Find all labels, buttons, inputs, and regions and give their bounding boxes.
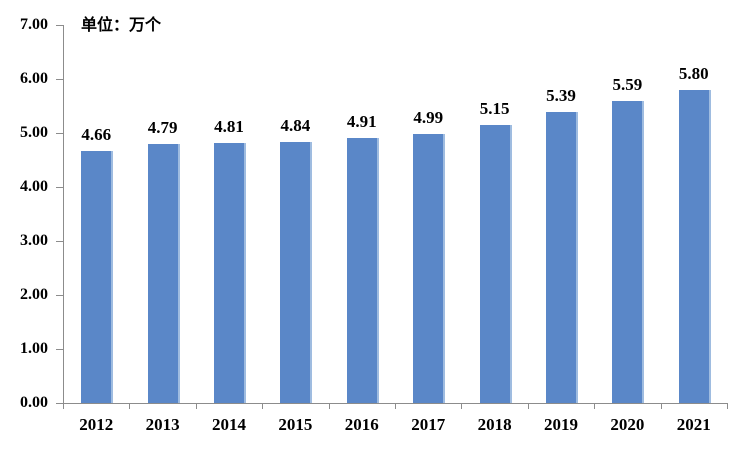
y-tick-mark	[56, 25, 63, 26]
x-tick-label: 2015	[278, 415, 313, 434]
x-tick-label: 2021	[676, 415, 711, 434]
bar-2016	[346, 137, 379, 403]
bar-2017	[413, 133, 446, 403]
x-tick-label: 2017	[411, 415, 446, 434]
x-axis	[63, 403, 728, 404]
bar-2014	[214, 143, 246, 403]
bar-value-label: 5.39	[546, 85, 576, 105]
bar-2015	[280, 141, 313, 403]
bar-value-label: 5.15	[479, 98, 510, 118]
y-axis	[63, 25, 64, 404]
y-tick-label: 6.00	[20, 70, 48, 87]
x-tick-mark	[660, 404, 662, 409]
x-tick-mark	[395, 404, 396, 409]
bar-2012	[81, 151, 114, 403]
x-tick-label: 2014	[211, 415, 246, 434]
y-tick-label: 7.00	[20, 16, 48, 33]
x-tick-label: 2020	[610, 415, 645, 434]
y-tick-mark	[56, 403, 63, 404]
bar-2018	[479, 124, 512, 403]
y-tick-label: 0.00	[20, 394, 48, 411]
y-tick-label: 4.00	[20, 178, 48, 195]
y-tick-mark	[56, 241, 63, 242]
x-tick-mark	[527, 404, 529, 409]
x-tick-label: 2019	[543, 415, 578, 434]
y-tick-label: 1.00	[20, 340, 48, 357]
bar-value-label: 4.91	[346, 111, 377, 131]
x-tick-label: 2018	[477, 415, 512, 434]
bar-2013	[147, 144, 180, 403]
y-tick-mark	[56, 295, 63, 296]
x-tick-mark	[727, 404, 728, 409]
x-tick-mark	[262, 404, 264, 409]
y-tick-mark	[56, 79, 63, 80]
y-tick-mark	[56, 187, 63, 188]
bar-value-label: 4.79	[147, 118, 178, 138]
bar-value-label: 5.59	[612, 75, 643, 95]
x-tick-mark	[195, 404, 197, 409]
y-tick-label: 5.00	[20, 124, 48, 141]
x-tick-mark	[328, 404, 330, 409]
bar-2020	[612, 101, 645, 403]
unit-label: 单位：万个	[81, 17, 162, 34]
bar-2019	[546, 111, 578, 403]
y-tick-mark	[56, 349, 63, 350]
x-tick-mark	[129, 404, 131, 409]
bar-value-label: 4.81	[214, 117, 244, 137]
y-tick-label: 3.00	[20, 232, 48, 249]
x-tick-mark	[461, 404, 463, 409]
y-tick-label: 2.00	[20, 286, 48, 303]
x-tick-label: 2013	[145, 415, 180, 434]
y-tick-mark	[56, 133, 63, 134]
bar-value-label: 4.66	[81, 125, 112, 145]
x-tick-mark	[63, 404, 64, 409]
bar-value-label: 4.84	[280, 115, 311, 135]
x-tick-mark	[594, 404, 596, 409]
bar-value-label: 4.99	[413, 107, 444, 127]
x-tick-label: 2012	[79, 415, 114, 434]
x-tick-label: 2016	[344, 415, 379, 434]
bar-2021	[678, 89, 711, 403]
bar-value-label: 5.80	[678, 63, 709, 83]
